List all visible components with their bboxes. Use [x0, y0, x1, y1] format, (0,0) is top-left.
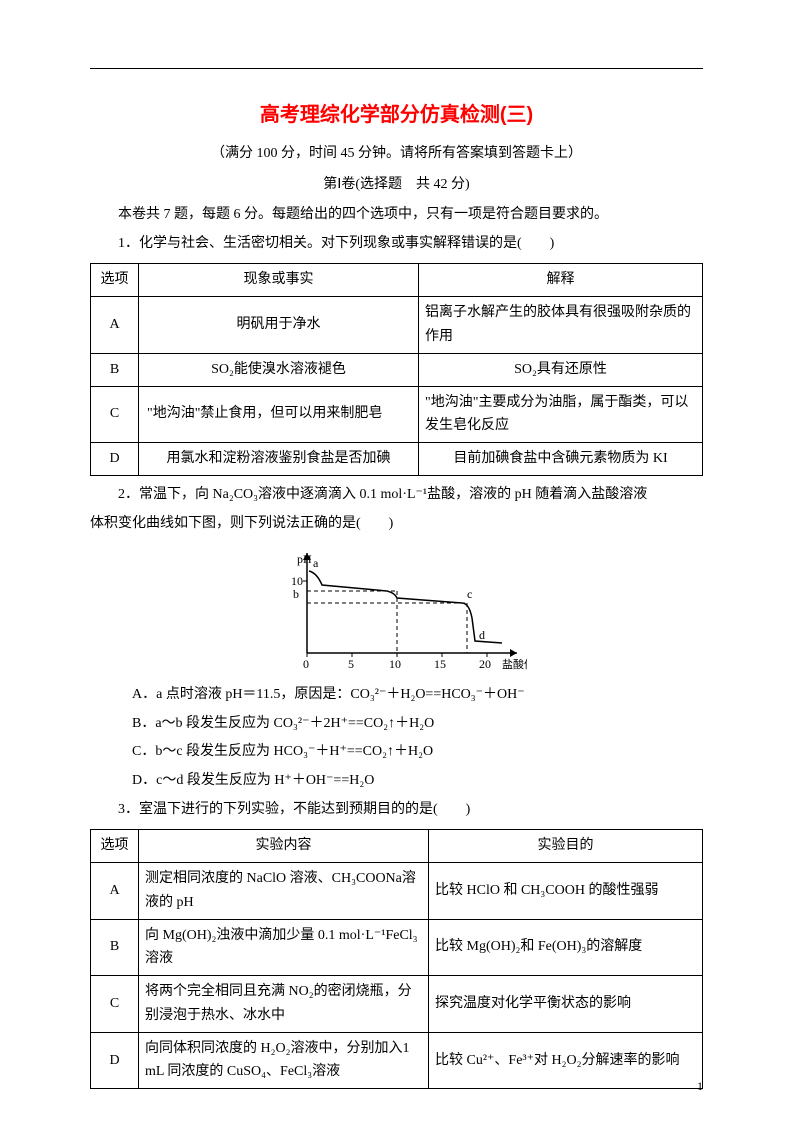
point-a: a [313, 556, 319, 570]
th-phenomenon: 现象或事实 [139, 264, 419, 297]
y-tick-10: 10 [291, 574, 303, 588]
y-axis-label: pH [297, 552, 312, 566]
table-q1: 选项 现象或事实 解释 A 明矾用于净水 铝离子水解产生的胶体具有很强吸附杂质的… [90, 263, 703, 476]
cell-content: 向同体积同浓度的 H₂O₂溶液中，分别加入1 mL 同浓度的 CuSO₄、FeC… [139, 1032, 429, 1089]
th-option: 选项 [91, 830, 139, 863]
cell-content: 将两个完全相同且充满 NO₂的密闭烧瓶，分别浸泡于热水、冰水中 [139, 976, 429, 1033]
cell-phen: 用氯水和淀粉溶液鉴别食盐是否加碘 [139, 443, 419, 476]
cell-opt: B [91, 353, 139, 386]
table-row: A 明矾用于净水 铝离子水解产生的胶体具有很强吸附杂质的作用 [91, 297, 703, 354]
q2-option-c: C．b～c 段发生反应为 HCO₃⁻＋H⁺==CO₂↑＋H₂O [90, 739, 703, 766]
cell-purpose: 比较 HClO 和 CH₃COOH 的酸性强弱 [429, 862, 703, 919]
table-row: C "地沟油"禁止食用，但可以用来制肥皂 "地沟油"主要成分为油脂，属于酯类，可… [91, 386, 703, 443]
table-q3: 选项 实验内容 实验目的 A 测定相同浓度的 NaClO 溶液、CH₃COONa… [90, 829, 703, 1089]
table-row: D 向同体积同浓度的 H₂O₂溶液中，分别加入1 mL 同浓度的 CuSO₄、F… [91, 1032, 703, 1089]
cell-opt: A [91, 862, 139, 919]
cell-phen: 明矾用于净水 [139, 297, 419, 354]
cell-exp: SO₂具有还原性 [419, 353, 703, 386]
point-d: d [479, 628, 485, 642]
top-rule [90, 68, 703, 69]
th-explanation: 解释 [419, 264, 703, 297]
cell-opt: B [91, 919, 139, 976]
x-tick-5: 5 [348, 657, 354, 671]
section-heading: 第Ⅰ卷(选择题 共 42 分) [90, 172, 703, 199]
x-tick-10: 10 [389, 657, 401, 671]
point-c: c [467, 587, 472, 601]
q2-option-d: D．c～d 段发生反应为 H⁺＋OH⁻==H₂O [90, 768, 703, 795]
th-content: 实验内容 [139, 830, 429, 863]
page-number: 1 [697, 1079, 703, 1094]
cell-exp: 铝离子水解产生的胶体具有很强吸附杂质的作用 [419, 297, 703, 354]
q2-option-b: B．a～b 段发生反应为 CO₃²⁻＋2H⁺==CO₂↑＋H₂O [90, 711, 703, 738]
table-row: 选项 实验内容 实验目的 [91, 830, 703, 863]
x-tick-0: 0 [303, 657, 309, 671]
cell-purpose: 比较 Mg(OH)₂和 Fe(OH)₃的溶解度 [429, 919, 703, 976]
x-tick-15: 15 [434, 657, 446, 671]
volume-instruction: 本卷共 7 题，每题 6 分。每题给出的四个选项中，只有一项是符合题目要求的。 [90, 202, 703, 229]
cell-phen: "地沟油"禁止食用，但可以用来制肥皂 [139, 386, 419, 443]
table-row: B SO₂能使溴水溶液褪色 SO₂具有还原性 [91, 353, 703, 386]
table-row: C 将两个完全相同且充满 NO₂的密闭烧瓶，分别浸泡于热水、冰水中 探究温度对化… [91, 976, 703, 1033]
cell-exp: 目前加碘食盐中含碘元素物质为 KI [419, 443, 703, 476]
cell-opt: A [91, 297, 139, 354]
cell-content: 向 Mg(OH)₂浊液中滴加少量 0.1 mol·L⁻¹FeCl₃溶液 [139, 919, 429, 976]
cell-purpose: 比较 Cu²⁺、Fe³⁺对 H₂O₂分解速率的影响 [429, 1032, 703, 1089]
question-2-line1: 2．常温下，向 Na₂CO₃溶液中逐滴滴入 0.1 mol·L⁻¹盐酸，溶液的 … [90, 482, 703, 509]
question-1: 1．化学与社会、生活密切相关。对下列现象或事实解释错误的是( ) [90, 231, 703, 258]
table-row: A 测定相同浓度的 NaClO 溶液、CH₃COONa溶液的 pH 比较 HCl… [91, 862, 703, 919]
question-3: 3．室温下进行的下列实验，不能达到预期目的的是( ) [90, 797, 703, 824]
x-tick-20: 20 [479, 657, 491, 671]
x-axis-label: 盐酸体积/(mL) [502, 657, 527, 671]
table-row: D 用氯水和淀粉溶液鉴别食盐是否加碘 目前加碘食盐中含碘元素物质为 KI [91, 443, 703, 476]
th-option: 选项 [91, 264, 139, 297]
exam-info: （满分 100 分，时间 45 分钟。请将所有答案填到答题卡上） [90, 141, 703, 168]
question-2-line2: 体积变化曲线如下图，则下列说法正确的是( ) [90, 511, 703, 538]
table-row: B 向 Mg(OH)₂浊液中滴加少量 0.1 mol·L⁻¹FeCl₃溶液 比较… [91, 919, 703, 976]
cell-phen: SO₂能使溴水溶液褪色 [139, 353, 419, 386]
cell-opt: C [91, 976, 139, 1033]
page-title: 高考理综化学部分仿真检测(三) [90, 98, 703, 127]
point-b: b [293, 587, 299, 601]
cell-opt: D [91, 443, 139, 476]
table-row: 选项 现象或事实 解释 [91, 264, 703, 297]
cell-exp: "地沟油"主要成分为油脂，属于酯类，可以发生皂化反应 [419, 386, 703, 443]
q2-option-a: A．a 点时溶液 pH＝11.5，原因是：CO₃²⁻＋H₂O==HCO₃⁻＋OH… [90, 682, 703, 709]
ph-curve-svg: 10 pH 0 5 10 15 20 盐酸体积/(mL) a b c d [267, 543, 527, 673]
ph-graph: 10 pH 0 5 10 15 20 盐酸体积/(mL) a b c d [90, 543, 703, 678]
th-purpose: 实验目的 [429, 830, 703, 863]
cell-content: 测定相同浓度的 NaClO 溶液、CH₃COONa溶液的 pH [139, 862, 429, 919]
cell-opt: C [91, 386, 139, 443]
cell-purpose: 探究温度对化学平衡状态的影响 [429, 976, 703, 1033]
cell-opt: D [91, 1032, 139, 1089]
